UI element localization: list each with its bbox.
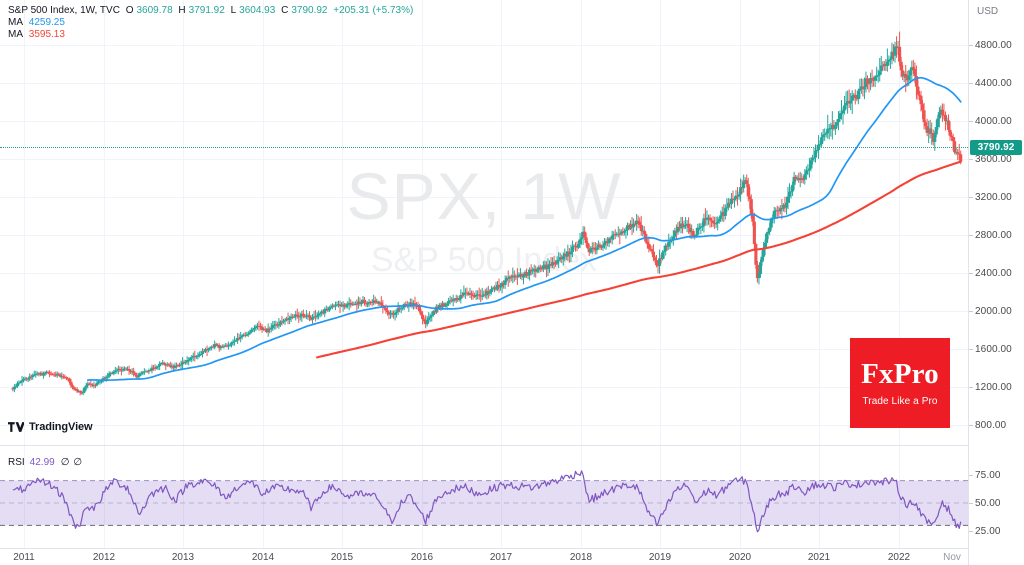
time-tick: 2021 [807, 552, 831, 563]
fxpro-tagline: Trade Like a Pro [862, 395, 938, 407]
gridline-horizontal [0, 83, 968, 84]
time-tick: 2016 [410, 552, 434, 563]
legend-close-key: C [281, 5, 289, 16]
gridline-vertical [104, 0, 105, 565]
gridline-vertical [740, 0, 741, 565]
fxpro-logo[interactable]: FxPro Trade Like a Pro [850, 338, 950, 428]
gridline-vertical [183, 0, 184, 565]
rsi-legend-value: 42.99 [29, 457, 55, 468]
time-tick: 2015 [330, 552, 354, 563]
legend-open-value: 3609.78 [136, 5, 173, 16]
rsi-tick: 50.00 [975, 498, 1001, 509]
legend-ma-slow-row[interactable]: MA 3595.13 [8, 29, 416, 41]
gridline-vertical [422, 0, 423, 565]
rsi-tick: 25.00 [975, 526, 1001, 537]
time-tick: 2012 [92, 552, 116, 563]
time-tick: 2020 [728, 552, 752, 563]
gridline-horizontal [0, 197, 968, 198]
gridline-horizontal [0, 387, 968, 388]
rsi-legend-nil-2: ∅ [73, 457, 83, 468]
legend-ma-fast-name: MA [8, 17, 23, 28]
time-tick: 2022 [887, 552, 911, 563]
gridline-horizontal [0, 311, 968, 312]
gridline-horizontal [0, 273, 968, 274]
price-tick: 3200.00 [975, 192, 1012, 203]
rsi-legend-nil-1: ∅ [60, 457, 70, 468]
time-tick: 2019 [648, 552, 672, 563]
time-axis[interactable]: 2011 2012 2013 2014 2015 2016 2017 2018 … [0, 548, 968, 565]
price-tick: 1600.00 [975, 344, 1012, 355]
price-tick: 3600.00 [975, 154, 1012, 165]
legend-open-key: O [125, 5, 134, 16]
tradingview-logo-icon [8, 422, 24, 432]
price-tick: 800.00 [975, 420, 1007, 431]
rsi-legend-name: RSI [8, 457, 25, 468]
time-tick: 2014 [251, 552, 275, 563]
gridline-horizontal [0, 349, 968, 350]
price-series-canvas [11, 31, 963, 396]
legend-high-key: H [178, 5, 186, 16]
currency-label: USD [977, 6, 999, 17]
gridline-vertical [819, 0, 820, 565]
gridline-vertical [581, 0, 582, 565]
gridline-horizontal [0, 235, 968, 236]
legend-low-key: L [230, 5, 237, 16]
time-tick: 2013 [171, 552, 195, 563]
gridline-horizontal [0, 45, 968, 46]
time-tick: Nov [943, 552, 961, 563]
price-axis[interactable]: USD 4800.00 4400.00 4000.00 3600.00 3200… [968, 0, 1024, 565]
legend-ma-slow-value: 3595.13 [28, 29, 65, 40]
gridline-vertical [24, 0, 25, 565]
fxpro-name: FxPro [861, 357, 939, 390]
gridline-horizontal [0, 159, 968, 160]
legend-symbol-title[interactable]: S&P 500 Index, 1W, TVC [8, 5, 120, 16]
gridline-vertical [342, 0, 343, 565]
legend-ma-slow-name: MA [8, 29, 23, 40]
tradingview-label: TradingView [29, 421, 93, 433]
price-tick: 4400.00 [975, 78, 1012, 89]
gridline-vertical [263, 0, 264, 565]
gridline-horizontal [0, 121, 968, 122]
rsi-legend[interactable]: RSI 42.99 ∅ ∅ [8, 457, 86, 468]
price-tick: 2800.00 [975, 230, 1012, 241]
price-tick: 2000.00 [975, 306, 1012, 317]
chart-legend[interactable]: S&P 500 Index, 1W, TVC O 3609.78 H 3791.92… [8, 5, 416, 41]
gridline-horizontal [0, 425, 968, 426]
gridline-vertical [501, 0, 502, 565]
price-tick: 4000.00 [975, 116, 1012, 127]
legend-close-value: 3790.92 [291, 5, 328, 16]
gridline-vertical [660, 0, 661, 565]
current-price-line [0, 147, 968, 148]
legend-ma-fast-row[interactable]: MA 4259.25 [8, 17, 416, 29]
chart-plot-area[interactable]: SPX, 1W S&P 500 Index [0, 0, 968, 565]
tradingview-brand[interactable]: TradingView [8, 421, 93, 433]
rsi-tick: 75.00 [975, 470, 1001, 481]
price-tick: 2400.00 [975, 268, 1012, 279]
price-tick: 1200.00 [975, 382, 1012, 393]
pane-separator [0, 445, 968, 446]
time-tick: 2011 [13, 552, 35, 563]
legend-low-value: 3604.93 [239, 5, 276, 16]
legend-ma-fast-value: 4259.25 [28, 17, 65, 28]
legend-ohlc-row: S&P 500 Index, 1W, TVC O 3609.78 H 3791.92… [8, 5, 416, 17]
legend-change: +205.31 (+5.73%) [333, 5, 414, 16]
legend-high-value: 3791.92 [188, 5, 225, 16]
rsi-series-canvas [0, 470, 968, 533]
time-tick: 2018 [569, 552, 593, 563]
current-price-badge[interactable]: 3790.92 [970, 140, 1022, 155]
time-tick: 2017 [489, 552, 513, 563]
price-tick: 4800.00 [975, 40, 1012, 51]
gridline-vertical [899, 0, 900, 565]
